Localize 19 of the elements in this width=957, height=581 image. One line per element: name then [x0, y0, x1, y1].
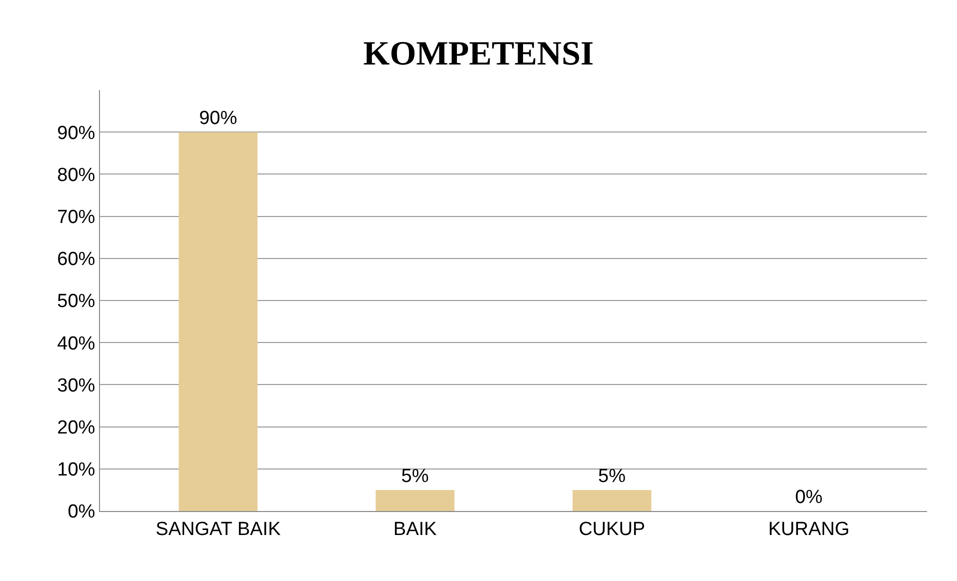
chart-title: KOMPETENSI — [363, 35, 594, 72]
data-label: 90% — [199, 108, 238, 130]
y-tick-label: 20% — [57, 417, 96, 438]
x-tick-label: KURANG — [768, 518, 850, 540]
data-label: 0% — [795, 487, 823, 508]
data-label: 5% — [598, 466, 626, 487]
y-tick-label: 80% — [57, 164, 96, 186]
data-label: 5% — [401, 466, 429, 487]
x-tick-label: SANGAT BAIK — [156, 518, 281, 540]
y-tick-label: 50% — [57, 291, 96, 312]
y-tick-label: 10% — [57, 460, 96, 481]
y-tick-label: 40% — [57, 333, 96, 354]
y-tick-label: 60% — [57, 249, 96, 270]
x-tick-label: BAIK — [393, 518, 438, 540]
y-tick-label: 0% — [68, 502, 96, 523]
y-tick-label: 70% — [57, 206, 96, 228]
x-tick-label: CUKUP — [578, 518, 646, 540]
y-tick-label: 30% — [57, 375, 96, 396]
y-tick-label: 90% — [57, 122, 96, 144]
